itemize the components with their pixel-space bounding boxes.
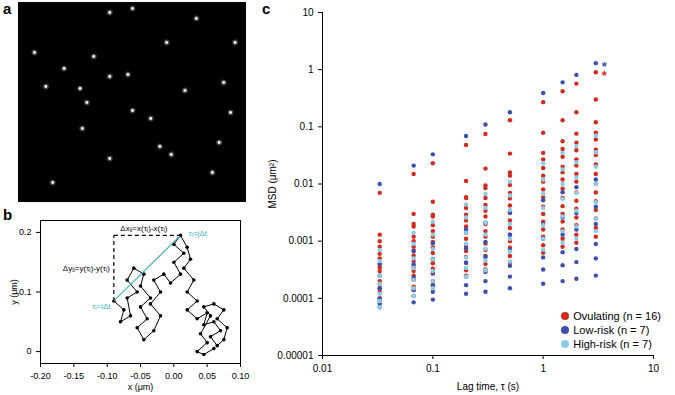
svg-text:y (μm): y (μm) [9, 279, 19, 305]
svg-text:0.01: 0.01 [294, 178, 314, 189]
svg-text:0.2: 0.2 [19, 227, 32, 237]
html-text:c: c [262, 0, 271, 17]
svg-text:0.1: 0.1 [426, 363, 440, 374]
svg-text:10: 10 [302, 7, 314, 18]
svg-text:-0.05: -0.05 [130, 371, 151, 381]
svg-text:-0.15: -0.15 [64, 371, 85, 381]
svg-text:*: * [602, 68, 608, 83]
svg-text:0.01: 0.01 [313, 363, 333, 374]
svg-text:τⱼ=jΔt: τⱼ=jΔt [189, 229, 208, 238]
svg-text:0.0001: 0.0001 [283, 293, 314, 304]
html-text:Low-risk (n = 7): Low-risk (n = 7) [573, 324, 650, 336]
html-text:a: a [3, 0, 12, 17]
svg-text:MSD (μm²): MSD (μm²) [267, 159, 278, 208]
svg-text:0.1: 0.1 [300, 121, 314, 132]
svg-text:0.10: 0.10 [232, 371, 250, 381]
html-text:Ovulating (n = 16): Ovulating (n = 16) [573, 310, 661, 322]
svg-text:0.001: 0.001 [288, 235, 313, 246]
svg-text:0.05: 0.05 [198, 371, 216, 381]
svg-text:Δyᵢⱼ=y(τⱼ)-y(τᵢ): Δyᵢⱼ=y(τⱼ)-y(τᵢ) [63, 264, 110, 273]
svg-text:1: 1 [308, 64, 314, 75]
html-text:High-risk (n = 7): High-risk (n = 7) [573, 338, 652, 350]
svg-text:Lag time, τ (s): Lag time, τ (s) [457, 381, 519, 392]
svg-text:τᵢ=iΔt: τᵢ=iΔt [92, 302, 111, 311]
svg-text:0: 0 [26, 346, 31, 356]
svg-text:0.00001: 0.00001 [277, 350, 314, 361]
svg-text:0.00: 0.00 [165, 371, 183, 381]
svg-text:0.1: 0.1 [19, 287, 32, 297]
svg-text:-0.20: -0.20 [30, 371, 51, 381]
svg-text:1: 1 [540, 363, 546, 374]
svg-text:Δxᵢⱼ=x(τⱼ)-x(τᵢ): Δxᵢⱼ=x(τⱼ)-x(τᵢ) [120, 224, 167, 233]
svg-text:x (μm): x (μm) [128, 382, 154, 392]
svg-text:10: 10 [648, 363, 660, 374]
html-text:b: b [3, 206, 13, 223]
svg-text:-0.10: -0.10 [97, 371, 118, 381]
